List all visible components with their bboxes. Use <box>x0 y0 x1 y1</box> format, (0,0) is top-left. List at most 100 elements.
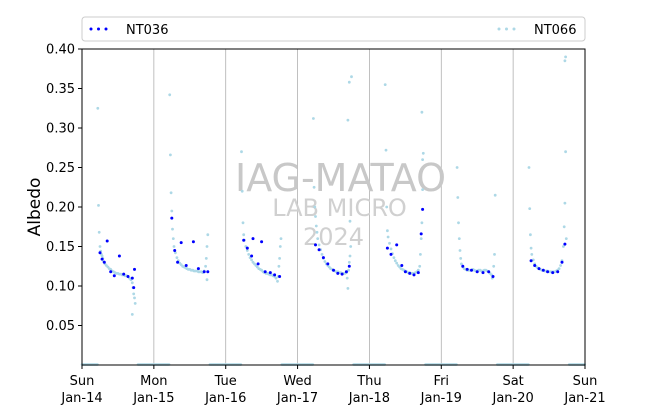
point-nt066 <box>564 55 567 59</box>
legend-dot <box>512 27 516 31</box>
point-nt066 <box>170 209 174 213</box>
legend-dot <box>497 27 501 31</box>
point-nt036 <box>130 276 134 280</box>
point-nt066 <box>171 227 174 231</box>
point-nt066 <box>348 219 352 223</box>
point-nt036 <box>256 262 260 266</box>
y-ticks: 0.05 0.10 0.15 0.20 0.25 0.30 0.35 0.40 <box>46 43 82 334</box>
point-nt036 <box>344 270 348 274</box>
point-nt036 <box>400 264 404 267</box>
point-nt036 <box>336 271 340 275</box>
legend-label-nt066: NT066 <box>534 23 576 38</box>
point-nt036 <box>465 267 469 271</box>
point-nt066 <box>205 278 209 282</box>
point-nt066 <box>459 257 463 260</box>
point-nt066 <box>420 110 424 114</box>
y-tick-label: 0.10 <box>46 280 75 295</box>
point-nt066 <box>204 257 208 260</box>
point-nt036 <box>332 268 335 272</box>
x-tick-day: Fri <box>434 374 450 389</box>
point-nt036 <box>184 264 188 267</box>
legend-dot <box>505 27 508 31</box>
point-nt036 <box>556 270 560 274</box>
point-nt036 <box>395 243 399 247</box>
point-nt066 <box>460 262 463 266</box>
point-nt066 <box>174 251 177 255</box>
point-nt066 <box>418 264 422 268</box>
point-nt066 <box>315 230 319 234</box>
point-nt036 <box>176 260 180 264</box>
point-nt066 <box>420 221 424 225</box>
legend-box <box>81 16 586 42</box>
point-nt066 <box>206 233 210 237</box>
point-nt066 <box>346 287 350 290</box>
point-nt066 <box>133 296 136 300</box>
point-nt036 <box>537 267 541 271</box>
point-nt066 <box>171 237 175 241</box>
point-nt066 <box>250 258 254 262</box>
point-nt066 <box>458 249 462 252</box>
y-tick-label: 0.20 <box>46 201 75 216</box>
point-nt066 <box>493 253 496 256</box>
x-tick-date: Jan-17 <box>276 391 318 406</box>
point-nt066 <box>347 80 351 84</box>
point-nt066 <box>395 261 399 265</box>
point-nt066 <box>97 230 101 234</box>
point-nt066 <box>393 259 397 263</box>
point-nt066 <box>100 254 104 258</box>
x-tick-day: Sun <box>573 374 598 389</box>
x-tick-date: Jan-19 <box>420 391 462 406</box>
watermark-line-2: LAB MICRO <box>272 194 407 222</box>
point-nt066 <box>130 281 134 285</box>
legend-marker-nt066 <box>497 27 516 31</box>
point-nt066 <box>383 83 387 86</box>
point-nt036 <box>541 268 545 272</box>
point-nt036 <box>242 238 246 242</box>
point-nt036 <box>416 271 420 275</box>
point-nt036 <box>491 275 495 278</box>
point-nt066 <box>278 245 282 248</box>
point-nt036 <box>268 271 272 275</box>
point-nt066 <box>349 245 353 248</box>
point-nt036 <box>314 243 317 247</box>
point-nt036 <box>389 252 393 256</box>
point-nt066 <box>204 264 208 268</box>
point-nt066 <box>313 205 317 209</box>
point-nt066 <box>240 189 244 193</box>
x-tick-day: Tue <box>214 374 237 389</box>
point-nt066 <box>531 258 535 262</box>
point-nt036 <box>112 274 116 278</box>
point-nt036 <box>245 246 249 250</box>
point-nt036 <box>170 216 174 220</box>
x-tick-day: Sat <box>502 374 523 389</box>
point-nt066 <box>388 241 391 245</box>
legend-dot <box>89 27 93 31</box>
point-nt036 <box>487 270 491 274</box>
x-tick-date: Jan-14 <box>60 391 102 406</box>
point-nt066 <box>320 253 324 256</box>
point-nt036 <box>560 260 564 264</box>
point-nt066 <box>392 256 396 259</box>
point-nt036 <box>278 275 282 278</box>
point-nt066 <box>317 243 321 247</box>
point-nt066 <box>527 166 531 169</box>
point-nt066 <box>348 254 352 258</box>
point-nt036 <box>102 260 106 264</box>
point-nt036 <box>421 207 425 211</box>
point-nt036 <box>273 273 277 277</box>
point-nt066 <box>169 191 173 195</box>
point-nt036 <box>251 237 255 241</box>
point-nt066 <box>386 235 390 239</box>
point-nt066 <box>457 221 460 225</box>
point-nt066 <box>97 204 100 207</box>
point-nt036 <box>126 275 130 278</box>
point-nt066 <box>564 237 568 241</box>
point-nt066 <box>347 260 351 264</box>
point-nt066 <box>323 260 327 263</box>
point-nt066 <box>240 150 243 154</box>
point-nt036 <box>481 271 485 275</box>
point-nt036 <box>133 267 136 271</box>
y-tick-label: 0.25 <box>46 161 75 176</box>
point-nt066 <box>350 75 353 79</box>
point-nt036 <box>470 268 473 272</box>
